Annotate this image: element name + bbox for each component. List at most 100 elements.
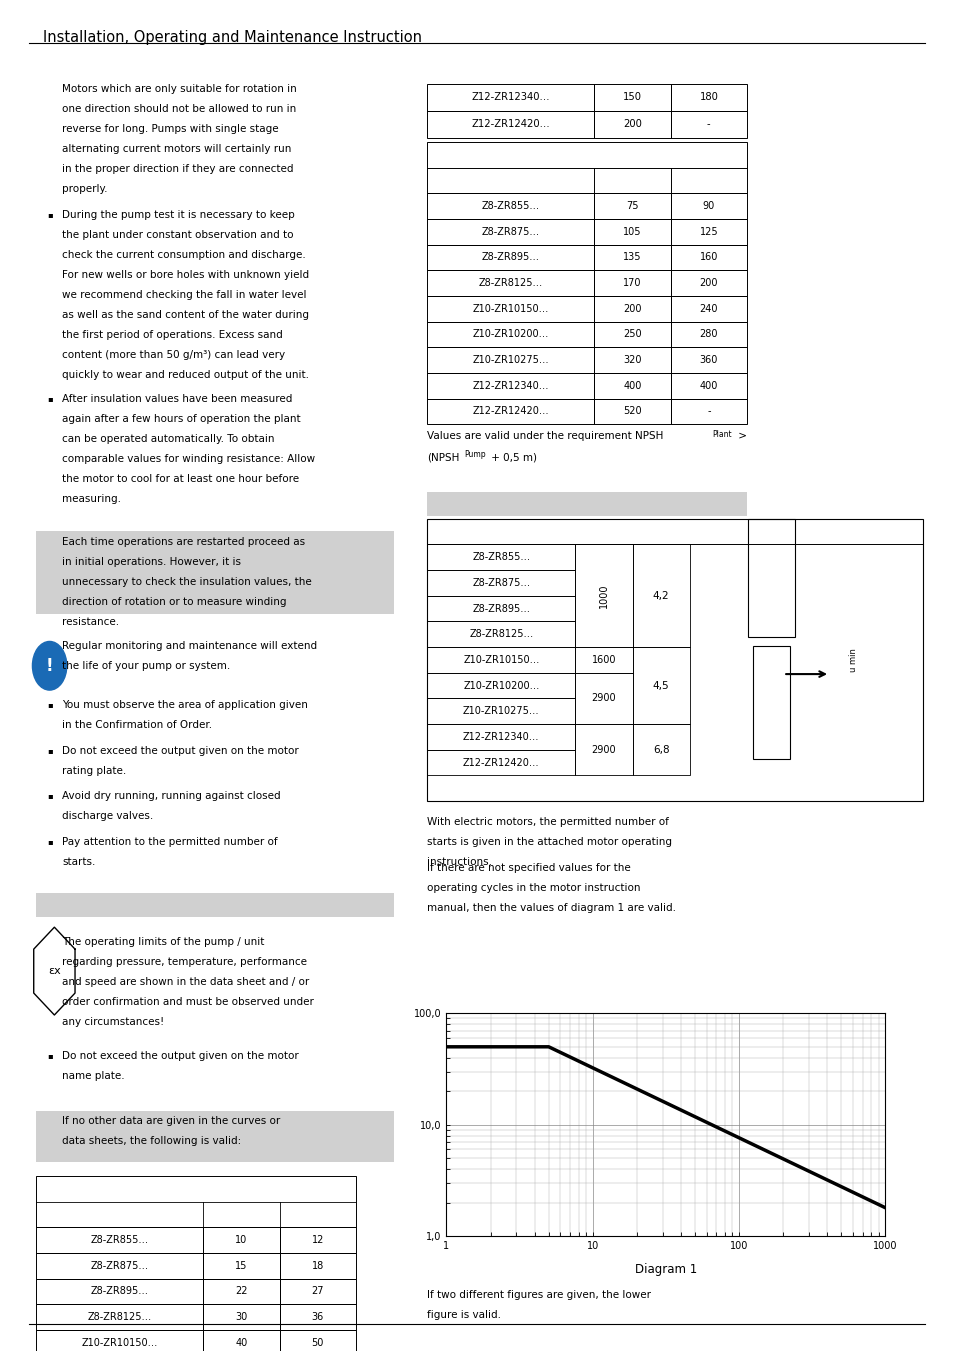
Bar [670, 84, 746, 111]
Bar [36, 1252, 203, 1278]
Text: Installation, Operating and Maintenance Instruction: Installation, Operating and Maintenance … [43, 30, 421, 45]
Bar [279, 1278, 355, 1304]
Text: Z8-ZR8125…: Z8-ZR8125… [478, 278, 542, 288]
Bar [203, 1227, 279, 1252]
Text: 105: 105 [622, 227, 641, 236]
Text: 90: 90 [702, 201, 714, 211]
Bar [575, 673, 632, 724]
Text: resistance.: resistance. [62, 617, 119, 627]
Text: 150: 150 [622, 92, 641, 103]
Text: content (more than 50 g/m³) can lead very: content (more than 50 g/m³) can lead ver… [62, 350, 285, 361]
Text: Diagram 1: Diagram 1 [634, 1263, 697, 1277]
Bar [632, 647, 689, 724]
Text: Z8-ZR8125…: Z8-ZR8125… [469, 630, 533, 639]
Text: Values are valid under the requirement NPSH: Values are valid under the requirement N… [427, 431, 663, 440]
Text: manual, then the values of diagram 1 are valid.: manual, then the values of diagram 1 are… [427, 902, 676, 913]
Bar [427, 544, 575, 570]
Bar [670, 399, 746, 424]
Bar [427, 219, 594, 245]
Text: 240: 240 [699, 304, 718, 313]
Bar [632, 724, 689, 775]
Text: 30: 30 [235, 1312, 247, 1323]
Bar [594, 193, 670, 219]
Text: measuring.: measuring. [62, 494, 121, 504]
Text: 2900: 2900 [591, 744, 616, 755]
Text: Z12-ZR12420…: Z12-ZR12420… [472, 407, 549, 416]
Text: -: - [706, 407, 710, 416]
Text: Z8-ZR855…: Z8-ZR855… [481, 201, 539, 211]
Text: 15: 15 [235, 1260, 247, 1271]
Circle shape [32, 642, 67, 690]
Text: discharge valves.: discharge valves. [62, 811, 153, 821]
Text: 6,8: 6,8 [652, 744, 669, 755]
Text: !: ! [46, 657, 53, 674]
Text: operating cycles in the motor instruction: operating cycles in the motor instructio… [427, 882, 640, 893]
Bar [427, 570, 575, 596]
Bar [427, 399, 594, 424]
Text: 40: 40 [235, 1337, 247, 1348]
Text: 22: 22 [234, 1286, 248, 1297]
Text: unnecessary to check the insulation values, the: unnecessary to check the insulation valu… [62, 577, 312, 588]
Text: Z10-ZR10150…: Z10-ZR10150… [462, 655, 539, 665]
Text: 200: 200 [622, 119, 641, 130]
Bar [427, 270, 594, 296]
Bar [594, 399, 670, 424]
Text: quickly to wear and reduced output of the unit.: quickly to wear and reduced output of th… [62, 370, 309, 381]
Bar [670, 111, 746, 138]
Text: instructions.: instructions. [427, 858, 492, 867]
Text: any circumstances!: any circumstances! [62, 1017, 164, 1027]
Bar [427, 492, 746, 516]
Text: ▪: ▪ [48, 1051, 53, 1059]
Text: 400: 400 [699, 381, 718, 390]
Text: 18: 18 [312, 1260, 323, 1271]
Bar [594, 322, 670, 347]
Text: 12: 12 [312, 1235, 323, 1246]
Text: 160: 160 [699, 253, 718, 262]
Text: Z10-ZR10200…: Z10-ZR10200… [462, 681, 539, 690]
Text: again after a few hours of operation the plant: again after a few hours of operation the… [62, 415, 300, 424]
Text: order confirmation and must be observed under: order confirmation and must be observed … [62, 997, 314, 1008]
Text: Z10-ZR10275…: Z10-ZR10275… [472, 355, 549, 365]
Text: If two different figures are given, the lower: If two different figures are given, the … [427, 1290, 651, 1300]
Text: 10: 10 [235, 1235, 247, 1246]
Text: After insulation values have been measured: After insulation values have been measur… [62, 394, 292, 404]
Text: direction of rotation or to measure winding: direction of rotation or to measure wind… [62, 597, 286, 608]
Text: Motors which are only suitable for rotation in: Motors which are only suitable for rotat… [62, 84, 296, 93]
Text: one direction should not be allowed to run in: one direction should not be allowed to r… [62, 104, 296, 113]
Text: 27: 27 [311, 1286, 324, 1297]
Text: 250: 250 [622, 330, 641, 339]
Text: 320: 320 [622, 355, 641, 365]
Text: check the current consumption and discharge.: check the current consumption and discha… [62, 250, 306, 261]
Bar [427, 84, 594, 111]
Text: Pump: Pump [464, 450, 486, 459]
Text: 2900: 2900 [591, 693, 616, 704]
Bar [36, 893, 394, 917]
Text: Z10-ZR10150…: Z10-ZR10150… [472, 304, 549, 313]
Text: Z8-ZR895…: Z8-ZR895… [472, 604, 530, 613]
Text: the first period of operations. Excess sand: the first period of operations. Excess s… [62, 331, 282, 340]
Bar [670, 270, 746, 296]
Text: in the Confirmation of Order.: in the Confirmation of Order. [62, 720, 212, 731]
Bar [427, 750, 575, 775]
Text: and speed are shown in the data sheet and / or: and speed are shown in the data sheet an… [62, 977, 309, 988]
Text: 36: 36 [312, 1312, 323, 1323]
Text: Z12-ZR12340…: Z12-ZR12340… [472, 381, 549, 390]
Text: regarding pressure, temperature, performance: regarding pressure, temperature, perform… [62, 958, 307, 967]
Bar [594, 111, 670, 138]
Bar [36, 531, 394, 615]
Text: If no other data are given in the curves or: If no other data are given in the curves… [62, 1116, 280, 1127]
Text: the life of your pump or system.: the life of your pump or system. [62, 662, 230, 671]
Text: 180: 180 [699, 92, 718, 103]
Bar [36, 1175, 355, 1227]
Text: data sheets, the following is valid:: data sheets, the following is valid: [62, 1136, 241, 1147]
Text: With electric motors, the permitted number of: With electric motors, the permitted numb… [427, 817, 669, 827]
Bar [594, 245, 670, 270]
Text: properly.: properly. [62, 184, 108, 193]
Text: starts.: starts. [62, 857, 95, 866]
Bar [427, 193, 594, 219]
Text: ▪: ▪ [48, 746, 53, 755]
Text: -: - [706, 119, 710, 130]
Text: comparable values for winding resistance: Allow: comparable values for winding resistance… [62, 454, 314, 465]
Text: 1600: 1600 [591, 655, 616, 665]
Bar [575, 647, 632, 673]
